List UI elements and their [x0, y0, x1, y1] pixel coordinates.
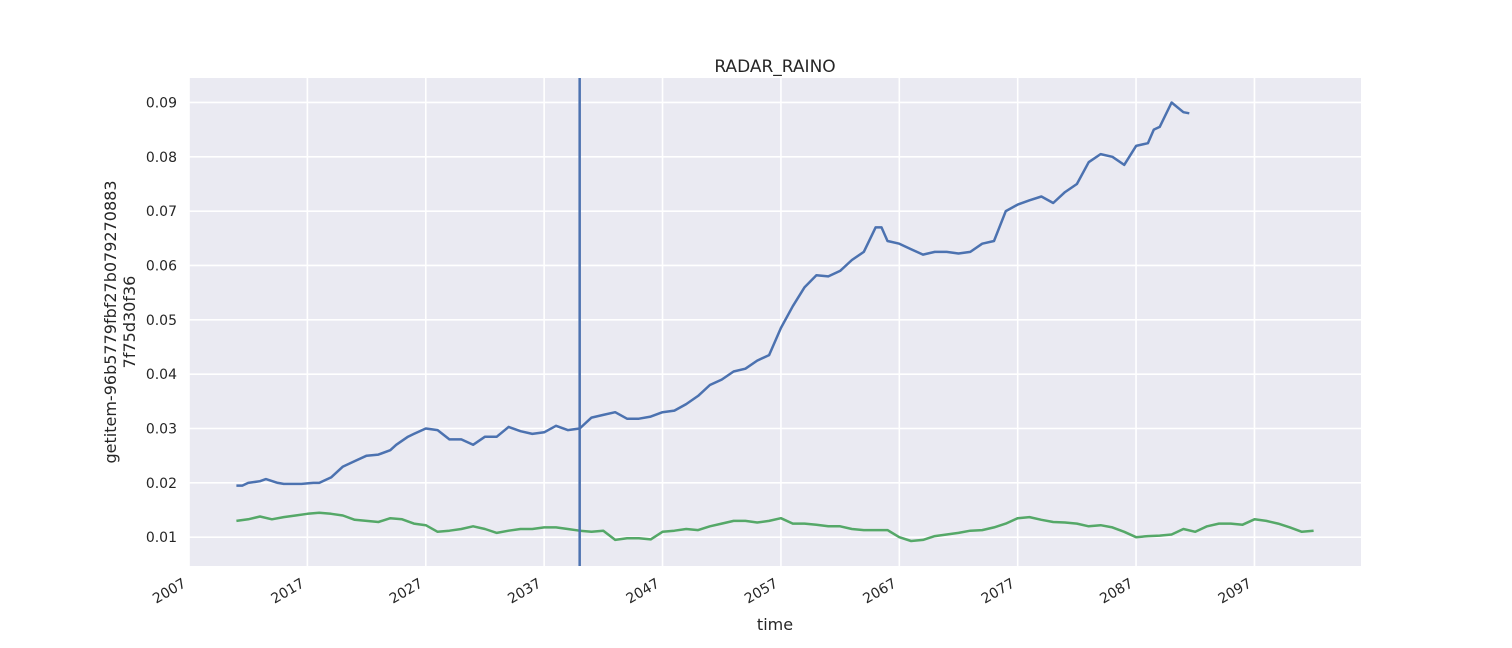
- series-lines: [236, 78, 1314, 566]
- grid-lines: [188, 78, 1361, 566]
- y-tick-label: 0.06: [146, 258, 177, 274]
- chart-title: RADAR_RAINO: [714, 57, 835, 77]
- series-line-1: [236, 101, 1190, 487]
- y-tick-label: 0.01: [146, 530, 177, 546]
- y-tick-label: 0.07: [146, 204, 177, 220]
- series-line-2: [236, 511, 1314, 543]
- y-tick-label: 0.09: [146, 95, 177, 111]
- y-tick-label: 0.02: [146, 476, 177, 492]
- y-axis-label-line-2: 7f75d30f36: [120, 276, 139, 369]
- y-tick-label: 0.08: [146, 150, 177, 166]
- y-tick-label: 0.05: [146, 313, 177, 329]
- plot-area: [189, 78, 1361, 566]
- x-axis-label: time: [757, 615, 793, 634]
- y-axis-label: getitem-96b5779fbf27b079270883 7f75d30f3…: [101, 181, 139, 464]
- y-tick-label: 0.03: [146, 422, 177, 438]
- y-axis-label-line-1: getitem-96b5779fbf27b079270883: [101, 181, 120, 464]
- y-tick-label: 0.04: [146, 367, 177, 383]
